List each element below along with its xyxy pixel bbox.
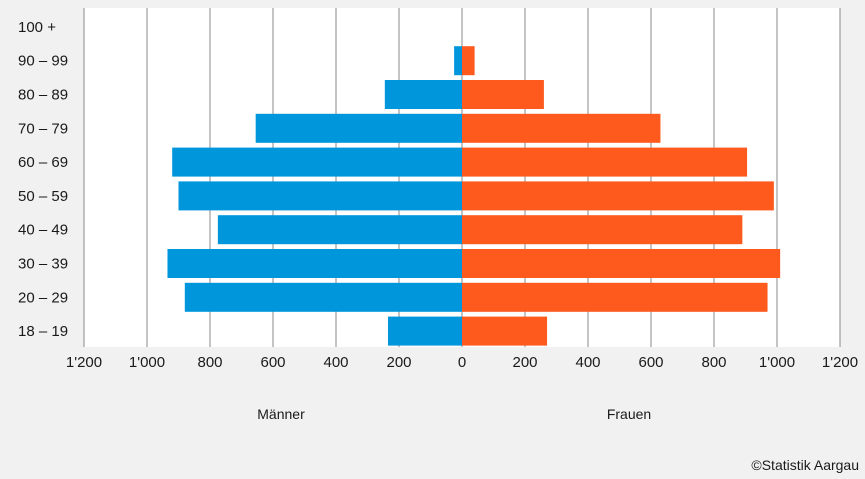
- bar-frauen: [462, 316, 548, 346]
- category-label: 70 – 79: [18, 120, 68, 137]
- category-label: 60 – 69: [18, 154, 68, 171]
- x-tick-label: 400: [323, 354, 348, 371]
- category-label: 90 – 99: [18, 53, 68, 70]
- bar-männer: [384, 80, 462, 109]
- x-tick-label: 200: [512, 354, 537, 371]
- category-label: 100 +: [18, 19, 56, 36]
- bar-männer: [172, 147, 462, 177]
- x-tick-label: 400: [575, 354, 600, 371]
- x-tick-label: 1'200: [66, 354, 102, 371]
- x-tick-label: 600: [260, 354, 285, 371]
- bar-männer: [255, 113, 462, 143]
- bar-frauen: [462, 46, 475, 76]
- bar-männer: [178, 181, 462, 211]
- x-tick-label: 0: [458, 354, 466, 371]
- bar-männer: [184, 282, 463, 312]
- bar-frauen: [462, 181, 774, 211]
- bar-frauen: [462, 147, 748, 177]
- source-credit: ©Statistik Aargau: [751, 457, 859, 473]
- category-label: 40 – 49: [18, 222, 68, 239]
- category-label: 30 – 39: [18, 256, 68, 273]
- category-label: 50 – 59: [18, 188, 68, 205]
- category-label: 80 – 89: [18, 87, 68, 104]
- category-label: 18 – 19: [18, 323, 68, 340]
- x-tick-label: 600: [638, 354, 663, 371]
- bar-frauen: [462, 80, 544, 109]
- series-label-männer: Männer: [257, 406, 305, 422]
- x-tick-label: 1'000: [129, 354, 165, 371]
- bar-männer: [387, 316, 462, 346]
- x-tick-label: 1'000: [759, 354, 795, 371]
- bar-männer: [454, 46, 462, 76]
- bar-männer: [217, 215, 462, 245]
- x-tick-label: 200: [386, 354, 411, 371]
- series-label-frauen: Frauen: [607, 406, 651, 422]
- bar-frauen: [462, 215, 743, 245]
- bar-frauen: [462, 282, 768, 312]
- bar-frauen: [462, 113, 661, 143]
- x-tick-label: 800: [197, 354, 222, 371]
- category-label: 20 – 29: [18, 289, 68, 306]
- bar-männer: [167, 249, 462, 278]
- bar-frauen: [462, 249, 781, 278]
- x-tick-label: 1'200: [822, 354, 858, 371]
- x-tick-label: 800: [701, 354, 726, 371]
